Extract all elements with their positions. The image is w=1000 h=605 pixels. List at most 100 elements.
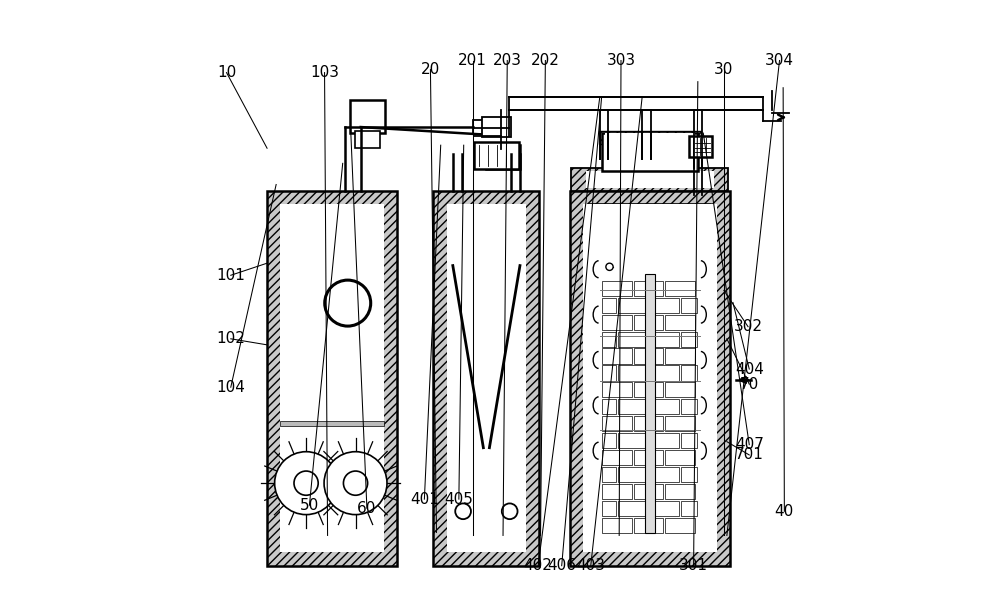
Bar (634, 382, 663, 397)
Bar (482, 117, 511, 137)
Bar (634, 281, 663, 296)
Bar (681, 332, 697, 347)
Text: 405: 405 (444, 492, 473, 506)
Bar (473, 120, 488, 134)
Bar (602, 501, 616, 516)
Text: 20: 20 (421, 62, 440, 77)
Bar (602, 133, 698, 171)
Text: 407: 407 (735, 437, 764, 452)
Bar (665, 416, 695, 431)
Bar (280, 204, 384, 552)
Bar (665, 315, 695, 330)
Text: 203: 203 (493, 53, 522, 68)
Circle shape (324, 452, 387, 515)
Bar (355, 131, 380, 148)
Bar (486, 145, 520, 169)
Bar (665, 484, 695, 499)
Bar (634, 348, 663, 364)
Bar (634, 518, 663, 533)
Bar (602, 484, 632, 499)
Bar (571, 168, 728, 191)
Circle shape (455, 503, 471, 519)
Circle shape (325, 280, 371, 326)
Bar (681, 501, 697, 516)
Bar (267, 191, 397, 566)
Bar (602, 332, 616, 347)
Bar (602, 365, 616, 381)
Circle shape (606, 263, 613, 270)
Bar (602, 382, 632, 397)
Text: 403: 403 (576, 558, 605, 573)
Bar (509, 97, 763, 110)
Circle shape (343, 471, 368, 495)
Bar (447, 204, 526, 552)
Bar (691, 137, 711, 156)
Bar (602, 518, 632, 533)
Text: 40: 40 (775, 504, 794, 518)
Bar (649, 501, 679, 516)
Bar (634, 416, 663, 431)
Text: 701: 701 (735, 448, 764, 462)
Bar (649, 467, 679, 482)
Bar (280, 420, 384, 425)
Bar (602, 399, 616, 414)
Bar (649, 365, 679, 381)
Bar (618, 399, 648, 414)
Bar (665, 450, 695, 465)
Bar (602, 416, 632, 431)
Bar (602, 450, 632, 465)
Bar (634, 315, 663, 330)
Circle shape (294, 471, 318, 495)
Text: 104: 104 (216, 380, 245, 394)
Bar (570, 191, 730, 566)
Bar (433, 191, 539, 566)
Bar (649, 399, 679, 414)
Bar (605, 133, 695, 142)
Text: 304: 304 (765, 53, 794, 68)
Text: 101: 101 (216, 268, 245, 283)
Bar (645, 274, 655, 533)
Text: 102: 102 (216, 332, 245, 346)
Bar (586, 171, 714, 188)
Text: 302: 302 (734, 319, 763, 334)
Bar (681, 433, 697, 448)
Text: 406: 406 (547, 558, 576, 573)
Text: 10: 10 (217, 65, 236, 80)
Bar (350, 100, 385, 133)
Bar (618, 433, 648, 448)
Text: 70: 70 (740, 377, 759, 391)
Circle shape (275, 452, 338, 515)
Bar (602, 315, 632, 330)
Bar (634, 450, 663, 465)
Bar (602, 298, 616, 313)
Text: 30: 30 (714, 62, 734, 77)
Text: 202: 202 (531, 53, 560, 68)
Bar (599, 214, 701, 537)
Circle shape (502, 503, 518, 519)
Bar (681, 467, 697, 482)
Bar (474, 142, 519, 169)
Text: 103: 103 (310, 65, 339, 80)
Bar (681, 365, 697, 381)
Text: 201: 201 (458, 53, 487, 68)
Bar (618, 298, 648, 313)
Text: 404: 404 (735, 362, 764, 376)
Bar (681, 399, 697, 414)
Bar (618, 501, 648, 516)
Bar (602, 433, 616, 448)
Bar (649, 433, 679, 448)
Text: 301: 301 (679, 558, 708, 573)
Bar (589, 204, 711, 546)
Text: 303: 303 (606, 53, 636, 68)
Bar (618, 467, 648, 482)
Bar (599, 131, 701, 144)
Bar (649, 332, 679, 347)
Bar (665, 518, 695, 533)
Bar (618, 332, 648, 347)
Bar (583, 204, 717, 552)
Bar (665, 348, 695, 364)
Bar (602, 348, 632, 364)
Bar (689, 136, 712, 157)
Bar (634, 484, 663, 499)
Bar (618, 365, 648, 381)
